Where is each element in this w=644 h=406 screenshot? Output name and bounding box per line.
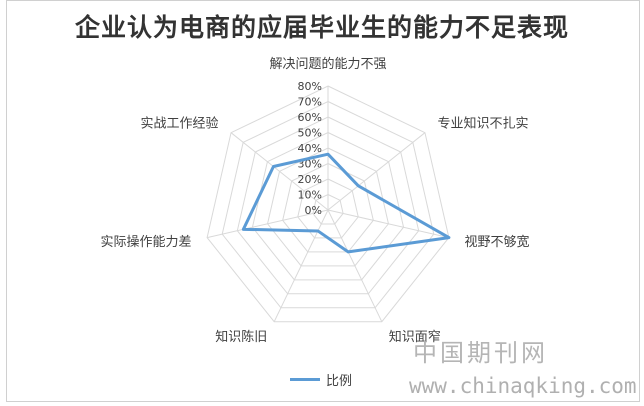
axis-label: 实战工作经验 <box>141 116 219 132</box>
grid-spoke-3 <box>327 209 383 322</box>
chart-frame <box>6 0 640 402</box>
grid-spoke-5 <box>206 209 329 239</box>
grid-ring-1 <box>312 193 344 225</box>
radar-ticks: 0%10%20%30%40%50%60%70%80% <box>298 80 322 217</box>
grid-ring-7 <box>221 100 435 309</box>
tick-label: 50% <box>298 127 322 140</box>
grid-spoke-1 <box>327 132 426 211</box>
axis-label: 专业知识不扎实 <box>437 116 528 132</box>
axis-label: 知识陈旧 <box>215 329 267 345</box>
legend: 比例 <box>290 370 353 389</box>
tick-label: 20% <box>298 173 322 186</box>
tick-label: 40% <box>298 142 322 155</box>
series-line <box>241 152 451 254</box>
tick-label: 10% <box>298 189 322 202</box>
grid-spoke-4 <box>273 209 329 322</box>
chart-title: 企业认为电商的应届毕业生的能力不足表现 <box>74 13 569 42</box>
axis-label: 实际操作能力差 <box>100 234 191 250</box>
axis-label: 视野不够宽 <box>464 234 529 250</box>
tick-label: 80% <box>298 80 322 93</box>
tick-label: 70% <box>298 96 322 109</box>
tick-label: 60% <box>298 111 322 124</box>
legend-label: 比例 <box>326 373 353 389</box>
grid-ring-8 <box>206 85 450 323</box>
legend-swatch <box>290 377 320 381</box>
radar-grid <box>206 85 450 323</box>
grid-spoke-6 <box>230 132 329 211</box>
tick-label: 0% <box>305 204 322 217</box>
grid-ring-6 <box>236 116 420 295</box>
watermark-url: www.chinaqking.com <box>409 374 637 398</box>
grid-ring-4 <box>267 147 389 267</box>
watermark-site-name: 中国期刊网 <box>413 339 548 367</box>
axis-label: 知识面窄 <box>389 329 441 345</box>
axis-label: 解决问题的能力不强 <box>269 56 386 72</box>
grid-ring-5 <box>251 131 405 281</box>
grid-ring-3 <box>282 162 374 253</box>
radar-series <box>241 152 451 254</box>
grid-spoke-2 <box>327 209 450 239</box>
